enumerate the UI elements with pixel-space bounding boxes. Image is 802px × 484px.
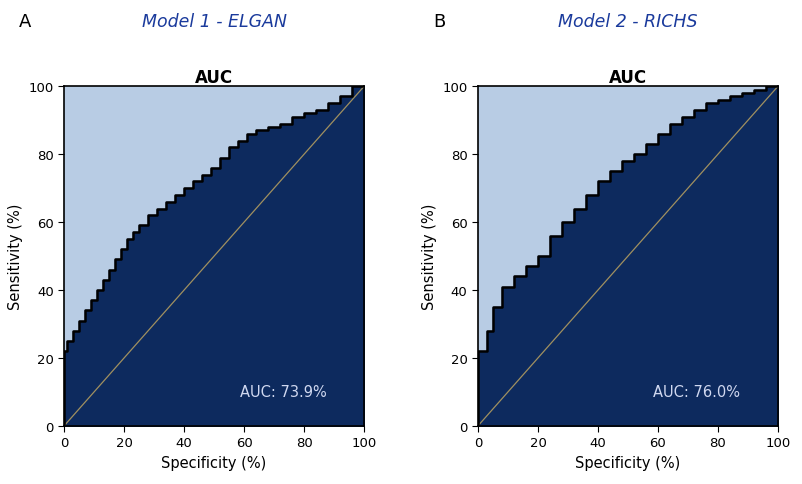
Text: AUC: 76.0%: AUC: 76.0% bbox=[654, 385, 740, 399]
Text: Model 2 - RICHS: Model 2 - RICHS bbox=[558, 13, 698, 30]
X-axis label: Specificity (%): Specificity (%) bbox=[161, 455, 267, 470]
Text: A: A bbox=[19, 13, 31, 30]
Text: Model 1 - ELGAN: Model 1 - ELGAN bbox=[142, 13, 286, 30]
Title: AUC: AUC bbox=[195, 69, 233, 87]
X-axis label: Specificity (%): Specificity (%) bbox=[575, 455, 681, 470]
Y-axis label: Sensitivity (%): Sensitivity (%) bbox=[422, 203, 437, 310]
Text: AUC: 73.9%: AUC: 73.9% bbox=[240, 385, 326, 399]
Title: AUC: AUC bbox=[609, 69, 647, 87]
Y-axis label: Sensitivity (%): Sensitivity (%) bbox=[8, 203, 23, 310]
Text: B: B bbox=[433, 13, 445, 30]
